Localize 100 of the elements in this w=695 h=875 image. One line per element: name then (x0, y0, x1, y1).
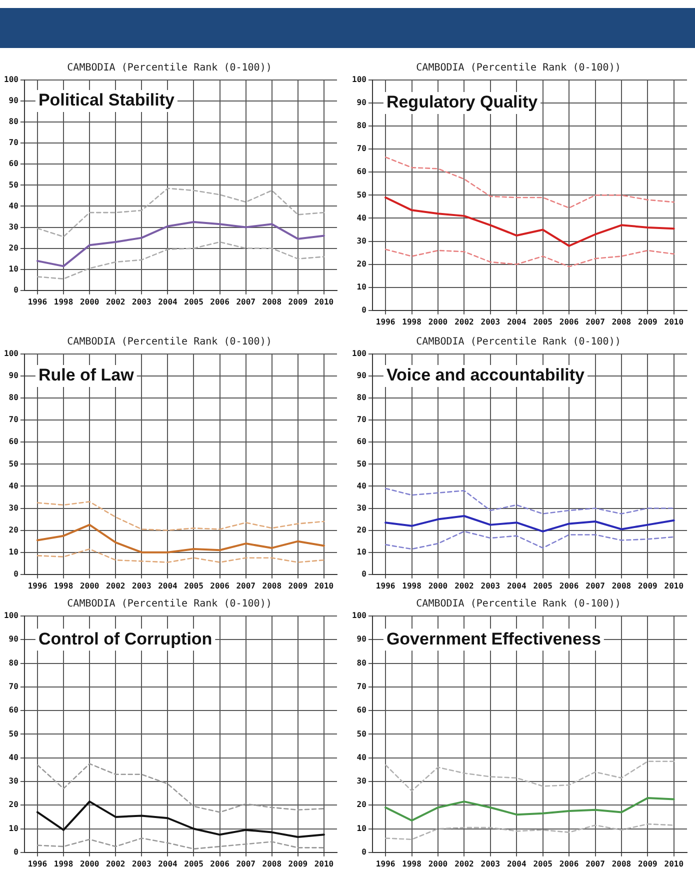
x-tick-label: 1998 (402, 581, 422, 590)
chart-title: CAMBODIA (Percentile Rank (0-100)) (67, 598, 272, 610)
y-tick-label: 80 (356, 393, 367, 402)
x-tick-label: 2006 (559, 859, 579, 868)
x-tick-label: 2002 (454, 581, 474, 590)
x-tick-label: 2009 (288, 859, 308, 868)
x-tick-label: 2007 (236, 859, 256, 868)
y-tick-label: 90 (356, 98, 367, 108)
x-tick-label: 1996 (376, 859, 396, 868)
x-tick-label: 2002 (106, 581, 126, 590)
annotation: Voice and accountability (386, 366, 586, 385)
line-series (36, 501, 325, 531)
y-tick-label: 20 (356, 259, 367, 268)
y-tick-label: 100 (4, 75, 19, 84)
chart-title: CAMBODIA (Percentile Rank (0-100)) (67, 62, 272, 74)
x-tick-label: 2009 (288, 581, 308, 590)
x-tick-label: 2000 (428, 581, 448, 590)
x-tick-label: 2002 (106, 297, 126, 306)
y-tick-label: 60 (8, 706, 19, 715)
x-tick-label: 2007 (586, 859, 606, 868)
y-tick-label: 10 (356, 282, 367, 292)
y-tick-label: 60 (356, 706, 367, 715)
annotation: Political Stability (38, 90, 176, 110)
y-tick-label: 60 (356, 167, 367, 176)
x-tick-label: 2010 (314, 581, 334, 590)
x-tick-label: 2009 (638, 317, 658, 326)
y-tick-label: 30 (356, 503, 367, 512)
x-tick-label: 2010 (664, 581, 684, 590)
y-tick-label: 50 (8, 729, 19, 738)
y-tick-label: 80 (8, 393, 19, 402)
x-tick-label: 2005 (533, 317, 553, 326)
x-tick-label: 1998 (54, 581, 74, 590)
y-tick-label: 30 (8, 503, 19, 512)
x-tick-label: 1998 (402, 859, 422, 868)
x-tick-label: 2003 (480, 581, 500, 590)
x-tick-label: 2002 (106, 859, 126, 868)
line-series (384, 488, 675, 514)
x-tick-label: 2004 (506, 859, 526, 868)
x-tick-label: 2000 (428, 317, 448, 326)
x-tick-label: 2010 (314, 859, 334, 868)
x-tick-label: 2000 (80, 581, 100, 590)
x-tick-label: 2008 (612, 317, 632, 326)
x-tick-label: 2003 (480, 859, 500, 868)
x-tick-label: 1998 (402, 317, 422, 326)
y-tick-label: 10 (356, 824, 367, 833)
x-tick-label: 2010 (664, 317, 684, 326)
y-tick-label: 20 (8, 243, 19, 252)
y-tick-label: 30 (8, 776, 19, 786)
y-tick-label: 10 (8, 547, 19, 556)
y-tick-label: 80 (8, 117, 19, 126)
y-tick-label: 60 (8, 159, 19, 168)
x-tick-label: 2002 (454, 317, 474, 326)
y-tick-label: 10 (8, 264, 19, 274)
y-tick-label: 80 (356, 121, 367, 130)
annotation: Regulatory Quality (386, 92, 538, 112)
y-tick-label: 30 (356, 236, 367, 246)
y-tick-label: 10 (8, 824, 19, 833)
y-tick-label: 20 (8, 800, 19, 810)
x-tick-label: 2000 (428, 859, 448, 868)
y-tick-label: 40 (8, 752, 19, 762)
annotation: Control of Corruption (38, 629, 212, 648)
x-tick-label: 2006 (210, 297, 230, 306)
x-tick-label: 2003 (132, 859, 152, 868)
x-tick-label: 2003 (132, 297, 152, 306)
x-tick-label: 2009 (288, 297, 308, 306)
y-tick-label: 0 (14, 569, 19, 578)
y-tick-label: 20 (8, 525, 19, 534)
x-tick-label: 2003 (480, 317, 500, 326)
x-tick-label: 2005 (533, 581, 553, 590)
x-tick-label: 2006 (210, 859, 230, 868)
y-tick-label: 90 (8, 634, 19, 644)
y-tick-label: 50 (8, 459, 19, 468)
x-tick-label: 2004 (158, 581, 178, 590)
y-tick-label: 90 (356, 371, 367, 380)
y-tick-label: 100 (4, 349, 19, 358)
y-tick-label: 40 (356, 752, 367, 762)
y-tick-label: 100 (352, 611, 367, 620)
y-tick-label: 70 (8, 138, 19, 148)
y-tick-label: 90 (8, 371, 19, 380)
line-series (36, 838, 325, 850)
y-tick-label: 0 (14, 285, 19, 294)
x-tick-label: 2010 (664, 859, 684, 868)
x-tick-label: 2008 (262, 859, 282, 868)
y-tick-label: 20 (356, 800, 367, 810)
chart-title: CAMBODIA (Percentile Rank (0-100)) (416, 62, 621, 74)
y-tick-label: 30 (356, 776, 367, 786)
y-tick-label: 70 (8, 682, 19, 691)
x-tick-label: 2006 (559, 317, 579, 326)
line-series (384, 156, 675, 209)
x-tick-label: 1996 (28, 297, 48, 306)
chart-title: CAMBODIA (Percentile Rank (0-100)) (416, 598, 621, 610)
chart-title: CAMBODIA (Percentile Rank (0-100)) (416, 336, 621, 348)
y-tick-label: 60 (356, 437, 367, 446)
y-tick-label: 50 (356, 190, 367, 200)
x-tick-label: 2004 (506, 317, 526, 326)
x-tick-label: 1996 (376, 581, 396, 590)
y-tick-label: 90 (356, 634, 367, 644)
x-tick-label: 2005 (184, 297, 204, 306)
y-tick-label: 60 (8, 437, 19, 446)
x-tick-label: 2007 (586, 581, 606, 590)
